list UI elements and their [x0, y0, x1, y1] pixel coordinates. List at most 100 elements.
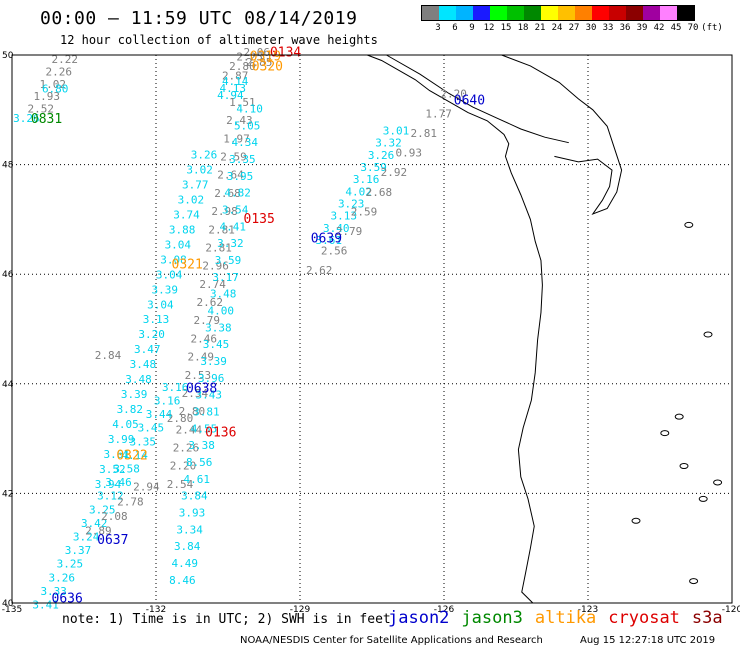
color-legend: 3 6 9 12 15 18 21 24 27 30 33 36 39 42 45 70 (ft)	[421, 5, 723, 33]
legend-label: 42	[653, 23, 665, 33]
wave-height-value: 3.23	[338, 198, 365, 211]
wave-height-value: 3.44	[146, 408, 173, 421]
inland-lake	[713, 479, 723, 486]
pass-time-label: 0831	[31, 112, 62, 127]
wave-height-value: 3.52	[99, 463, 126, 476]
wave-height-value: 2.20	[170, 460, 197, 473]
legend-swatch	[507, 6, 524, 20]
wave-height-value: 3.84	[174, 540, 201, 553]
wave-height-value: 2.68	[214, 187, 241, 200]
lat-tick-label: 42	[2, 489, 13, 499]
wave-height-value: 2.26	[173, 442, 200, 455]
wave-height-value: 3.16	[353, 173, 380, 186]
footer-note: note: 1) Time is in UTC; 2) SWH is in fe…	[62, 612, 391, 627]
wave-height-value: 2.80	[179, 405, 206, 418]
legend-swatch	[422, 6, 439, 20]
satellite-label: jason2	[388, 608, 450, 628]
legend-swatch	[456, 6, 473, 20]
legend-label: 45	[670, 23, 682, 33]
wave-height-value: 2.64	[217, 169, 244, 182]
inland-lake	[674, 413, 684, 420]
wave-height-value: 3.74	[173, 208, 200, 221]
wave-height-value: 3.13	[143, 313, 170, 326]
wave-height-value: 8.56	[186, 456, 213, 469]
wave-height-value: 3.38	[188, 439, 215, 452]
pass-time-label: 0638	[186, 382, 217, 397]
wave-height-value: 3.25	[57, 558, 84, 571]
wave-height-value: 3.35	[130, 435, 157, 448]
wave-height-value: 2.59	[351, 205, 378, 218]
wave-height-value: 3.84	[181, 490, 208, 503]
legend-label: 18	[517, 23, 529, 33]
pacific-coastline	[367, 54, 543, 604]
wave-height-value: 3.16	[162, 381, 189, 394]
pass-time-label: 0636	[52, 591, 83, 606]
wave-height-value: 2.59	[220, 151, 247, 164]
wave-height-value: 3.45	[203, 338, 230, 351]
legend-swatch	[592, 6, 609, 20]
lat-tick-label: 46	[2, 270, 14, 280]
wave-height-value: 2.78	[117, 495, 144, 508]
wave-height-value: 3.99	[108, 433, 135, 446]
wave-height-value: 1.51	[229, 96, 256, 109]
pass-time-label: 0319	[250, 49, 281, 64]
generated-timestamp: Aug 15 12:27:18 UTC 2019	[580, 635, 716, 646]
legend-label: 12	[483, 23, 495, 33]
legend-swatch	[524, 6, 541, 20]
wave-height-value: 2.85	[246, 56, 273, 69]
wave-height-value: 4.14	[222, 75, 249, 88]
lat-tick-label: 50	[2, 51, 14, 61]
wave-height-value: 4.02	[345, 185, 372, 198]
wave-height-value: 1.97	[223, 132, 250, 145]
coastline	[367, 54, 723, 604]
inland-lake	[698, 495, 708, 502]
wave-height-value: 2.26	[46, 66, 73, 79]
wave-height-value: 3.58	[113, 463, 140, 476]
wave-height-value: 3.46	[105, 476, 132, 489]
wave-height-value: 3.43	[196, 389, 223, 402]
wave-height-value: 3.26	[13, 112, 40, 125]
wave-height-value: 3.26	[368, 149, 395, 162]
legend-label: 9	[469, 23, 475, 33]
wave-height-value: 3.82	[117, 403, 144, 416]
wave-height-value: 3.04	[147, 298, 174, 311]
wave-height-value: 8.46	[169, 574, 196, 587]
satellite-label: altika	[534, 608, 597, 628]
legend-swatch	[541, 6, 558, 20]
wave-height-value: 2.22	[52, 53, 79, 66]
wave-height-value: 4.34	[232, 136, 259, 149]
wave-height-value: 2.80	[229, 60, 256, 73]
wave-height-value: 6.80	[42, 82, 69, 95]
wave-height-value: 3.96	[198, 372, 225, 385]
legend-swatch	[439, 6, 456, 20]
wave-height-value: 3.02	[186, 164, 213, 177]
wave-height-value: 3.01	[383, 124, 410, 137]
wave-height-value: 2.08	[101, 510, 128, 523]
legend-swatch	[626, 6, 643, 20]
wave-height-value: 3.26	[191, 149, 218, 162]
satellite-legend: jason2 jason3 altika cryosat s3a	[388, 608, 735, 628]
inland-lake	[660, 430, 670, 437]
wave-height-value: 4.82	[224, 187, 251, 200]
wave-height-value: 3.54	[222, 204, 249, 217]
legend-label: 36	[619, 23, 631, 33]
wave-height-value: 4.49	[172, 557, 199, 570]
wave-height-value: 3.48	[125, 373, 152, 386]
wave-height-value: 2.96	[202, 260, 229, 273]
wave-height-value: 0.93	[396, 147, 423, 160]
wave-height-value: 3.45	[138, 422, 165, 435]
wave-height-value: 2.20	[440, 88, 467, 101]
wave-height-value: 4.00	[208, 305, 235, 318]
wave-height-value: 2.43	[226, 114, 253, 127]
wave-height-value: 2.81	[410, 127, 437, 140]
map-title: 00:00 – 11:59 UTC 08/14/2019	[40, 8, 358, 29]
legend-label: 27	[568, 23, 580, 33]
wave-height-value: 4.55	[191, 422, 218, 435]
wave-height-value: 3.33	[40, 585, 67, 598]
wave-height-value: 3.39	[200, 355, 227, 368]
wave-height-value: 2.44	[176, 423, 203, 436]
wave-height-value: 2.54	[167, 478, 194, 491]
vancouver-island-coast	[386, 54, 569, 144]
wave-height-value: 3.59	[215, 254, 242, 267]
